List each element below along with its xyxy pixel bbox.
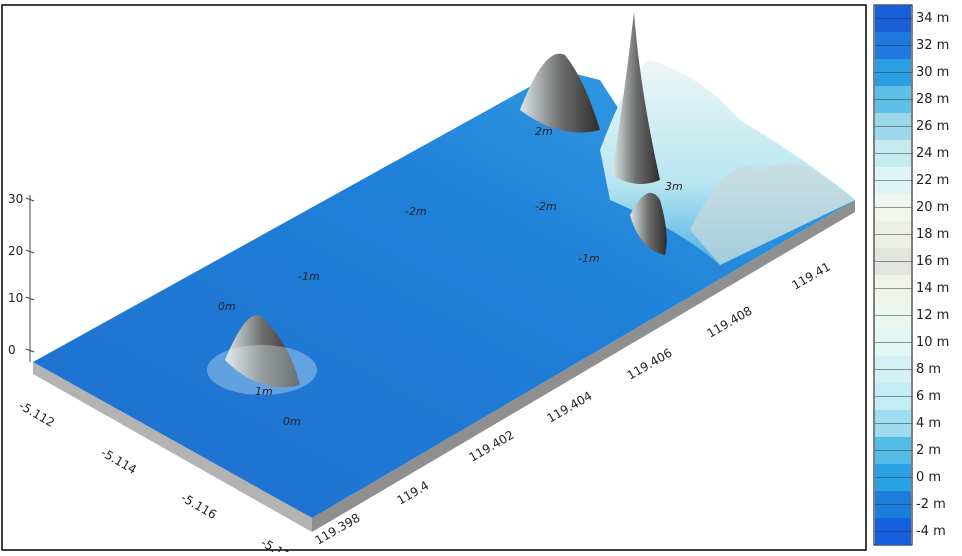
contour-label: 3m bbox=[665, 180, 683, 193]
lat-tick-label: -5.114 bbox=[99, 445, 140, 476]
contour-label: 0m bbox=[283, 415, 301, 428]
legend-label: 2 m bbox=[916, 443, 941, 458]
z-tick-label: 0 bbox=[8, 343, 16, 357]
legend-label: 14 m bbox=[916, 281, 949, 296]
contour-label: -1m bbox=[298, 270, 320, 283]
lon-tick-label: 119.406 bbox=[625, 346, 675, 383]
contour-label: 2m bbox=[535, 125, 553, 138]
lon-tick-label: 119.41 bbox=[790, 259, 833, 292]
legend-label: -2 m bbox=[916, 497, 946, 512]
legend-label: 6 m bbox=[916, 389, 941, 404]
legend-label: 8 m bbox=[916, 362, 941, 377]
contour-label: -2m bbox=[405, 205, 427, 218]
legend-label: 26 m bbox=[916, 119, 949, 134]
legend-label: 0 m bbox=[916, 470, 941, 485]
contour-label: 1m bbox=[255, 385, 273, 398]
map-view: 3020100-5.112-5.114-5.116-5.118119.39811… bbox=[0, 0, 962, 552]
legend-label: 34 m bbox=[916, 11, 949, 26]
z-tick-label: 30 bbox=[8, 192, 23, 206]
legend-label: 22 m bbox=[916, 173, 949, 188]
legend-label: 16 m bbox=[916, 254, 949, 269]
legend-label: -4 m bbox=[916, 524, 946, 539]
legend-label: 18 m bbox=[916, 227, 949, 242]
contour-label: -1m bbox=[578, 252, 600, 265]
lon-tick-label: 119.404 bbox=[545, 389, 595, 426]
legend-label: 4 m bbox=[916, 416, 941, 431]
lon-tick-label: 119.408 bbox=[705, 304, 755, 341]
legend-label: 28 m bbox=[916, 92, 949, 107]
z-tick-label: 20 bbox=[8, 244, 23, 258]
legend-label: 30 m bbox=[916, 65, 949, 80]
legend-label: 32 m bbox=[916, 38, 949, 53]
contour-label: -2m bbox=[535, 200, 557, 213]
page: {"axes": {"z_ticks": ["30", "20", "10", … bbox=[0, 0, 962, 552]
legend-label: 10 m bbox=[916, 335, 949, 350]
legend-label: 12 m bbox=[916, 308, 949, 323]
lat-tick-label: -5.112 bbox=[17, 398, 58, 429]
legend: 34 m 32 m 30 m 28 m 26 m 24 m 22 m 20 m 18 m 16 m… bbox=[874, 5, 949, 545]
lon-tick-label: 119.4 bbox=[395, 478, 432, 507]
contour-label: 0m bbox=[218, 300, 236, 313]
legend-label: 20 m bbox=[916, 200, 949, 215]
lat-tick-label: -5.116 bbox=[179, 490, 220, 521]
z-tick-label: 10 bbox=[8, 291, 23, 305]
legend-label: 24 m bbox=[916, 146, 949, 161]
